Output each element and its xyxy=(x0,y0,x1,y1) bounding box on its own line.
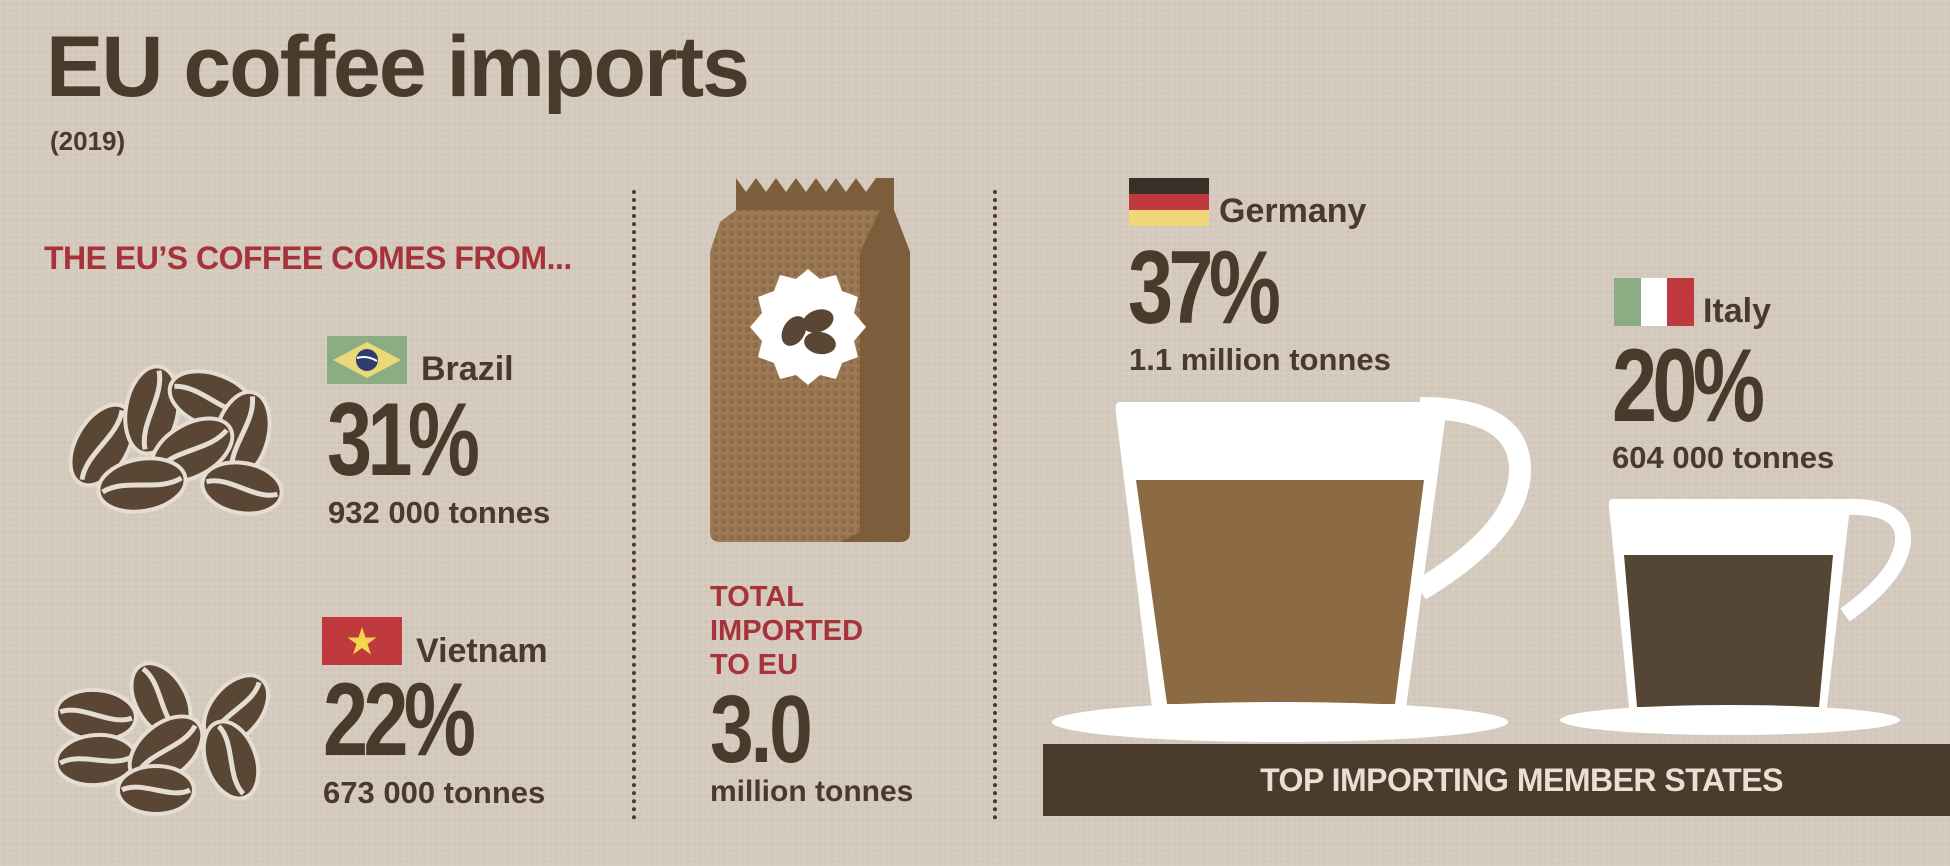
total-label-line: TOTAL xyxy=(710,581,804,613)
page-title: EU coffee imports xyxy=(46,19,750,115)
latte-cup-icon xyxy=(1052,397,1532,742)
source-country-brazil: Brazil xyxy=(421,350,514,388)
importers-banner xyxy=(1043,744,1950,816)
importer-tonnes-italy: 604 000 tonnes xyxy=(1612,440,1835,475)
coffee-bag-icon xyxy=(710,178,910,542)
importer-country-germany: Germany xyxy=(1219,192,1367,230)
total-label-line: TO EU xyxy=(710,649,799,681)
importers-banner-label: TOP IMPORTING MEMBER STATES xyxy=(1260,762,1783,798)
source-share-vietnam: 22% xyxy=(323,662,476,778)
importer-country-italy: Italy xyxy=(1703,292,1772,330)
source-country-vietnam: Vietnam xyxy=(416,632,548,670)
total-label-line: IMPORTED xyxy=(710,615,864,647)
italy-flag-icon xyxy=(1614,278,1694,326)
brazil-flag-icon xyxy=(327,336,407,384)
divider-dotted xyxy=(632,190,636,820)
coffee-beans-icon xyxy=(54,661,271,816)
divider-dotted xyxy=(993,190,997,820)
vietnam-flag-icon xyxy=(322,617,402,665)
total-value: 3.0 xyxy=(710,676,813,783)
total-unit: million tonnes xyxy=(710,775,914,808)
germany-flag-icon xyxy=(1129,178,1209,226)
importer-share-italy: 20% xyxy=(1612,328,1765,444)
espresso-cup-icon xyxy=(1560,498,1911,735)
importer-tonnes-germany: 1.1 million tonnes xyxy=(1129,342,1391,377)
total-label: TOTAL IMPORTED TO EU xyxy=(710,580,950,682)
source-tonnes-brazil: 932 000 tonnes xyxy=(328,495,551,530)
source-share-brazil: 31% xyxy=(327,382,480,498)
sources-heading: THE EU’S COFFEE COMES FROM... xyxy=(44,240,572,276)
coffee-beans-icon xyxy=(68,364,284,516)
source-tonnes-vietnam: 673 000 tonnes xyxy=(323,775,546,810)
importer-share-germany: 37% xyxy=(1128,230,1281,346)
year-label: (2019) xyxy=(50,126,126,156)
